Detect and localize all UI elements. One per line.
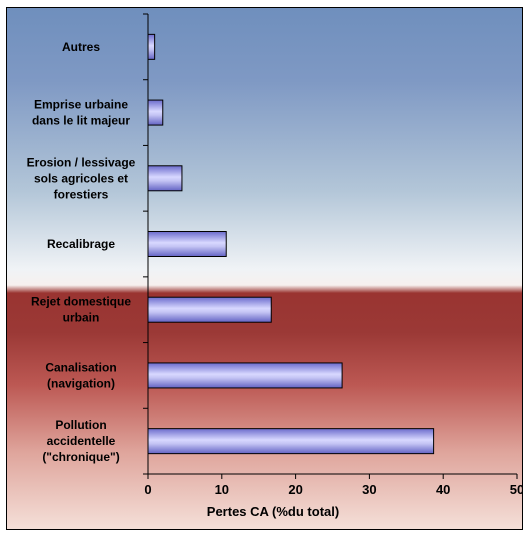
bar-6 bbox=[147, 362, 343, 389]
category-label: Recalibrage bbox=[47, 237, 115, 251]
category-label: Rejet domestique urbain bbox=[31, 295, 131, 325]
bar-7 bbox=[147, 428, 435, 455]
bar-5 bbox=[147, 296, 272, 323]
bar-2 bbox=[147, 99, 164, 126]
x-tick-label: 30 bbox=[362, 482, 376, 497]
x-tick-label: 20 bbox=[288, 482, 302, 497]
category-label: Pollution accidentelle ("chronique") bbox=[42, 418, 119, 464]
x-tick-label: 0 bbox=[144, 482, 151, 497]
bar-4 bbox=[147, 231, 227, 257]
chart-frame: 0 10 20 30 40 50 Autres Emprise urbaine dans le… bbox=[6, 7, 523, 530]
category-label: Autres bbox=[62, 40, 100, 54]
category-label: Erosion / lessivage sols agricoles et fore… bbox=[27, 155, 136, 201]
category-label: Canalisation (navigation) bbox=[45, 360, 116, 390]
x-tick-label: 40 bbox=[436, 482, 450, 497]
x-tick-label: 10 bbox=[215, 482, 229, 497]
x-tick-label: 50 bbox=[510, 482, 523, 497]
bar-3 bbox=[147, 165, 183, 192]
category-label: Emprise urbaine dans le lit majeur bbox=[32, 98, 130, 128]
bar-1 bbox=[147, 33, 156, 60]
x-axis-title: Pertes CA (%du total) bbox=[207, 504, 339, 519]
bar-chart: 0 10 20 30 40 50 Autres Emprise urbaine dans le… bbox=[7, 8, 523, 529]
